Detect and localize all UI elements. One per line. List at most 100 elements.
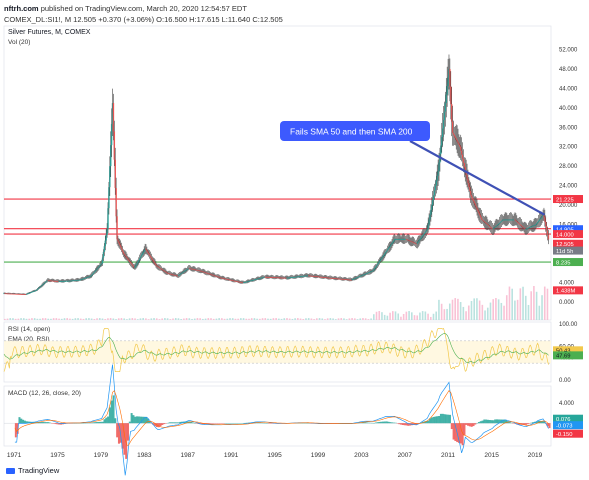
macd-histogram-bar [157,423,160,428]
candle-body [3,293,5,295]
macd-histogram-bar [159,423,162,427]
volume-bar [104,319,106,320]
candle-body [23,294,25,295]
candle-body [463,162,466,167]
volume-bar [278,318,280,320]
candle-body [79,279,81,281]
macd-histogram-bar [96,422,99,424]
candle-body [25,293,28,295]
candle-body [539,218,542,220]
time-axis-label: 2011 [441,452,455,459]
candle-body [346,279,349,281]
publisher-line: nftrh.com published on TradingView.com, … [4,4,247,13]
macd-histogram-bar [367,422,370,424]
candle-body [356,277,358,279]
time-axis-label: 1991 [224,452,239,459]
time-axis-label: 2007 [398,452,413,459]
candle-body [108,187,110,209]
candle-body [499,221,502,223]
volume-bar [416,315,419,320]
candle-body [330,277,333,279]
tradingview-brand[interactable]: TradingView [6,466,59,475]
macd-histogram-bar [110,400,113,424]
candle-body [297,276,299,278]
volume-bar [386,315,389,320]
volume-bar [9,318,12,320]
macd-histogram-bar [392,422,395,424]
volume-bar [131,318,134,320]
macd-histogram-bar [523,423,526,425]
candle-body [531,225,533,227]
candle-body [523,227,525,229]
candle-body [438,162,440,171]
candle-body [437,171,439,176]
candle-body [129,261,132,264]
volume-bar [177,318,180,320]
volume-bar [340,318,343,320]
candle-body [253,279,256,281]
volume-bar [389,312,391,320]
rsi-label: RSI (14, open) [8,326,50,333]
volume-bar [446,308,448,320]
candle-body [507,219,510,221]
candle-body [184,270,186,272]
candle-body [151,258,154,260]
candle-body [285,277,287,279]
candle-body [274,277,277,279]
candle-body [181,272,183,274]
candle-body [306,275,308,277]
candle-body [427,224,429,230]
candle-body [342,278,344,280]
candle-body [121,249,124,252]
volume-bar [264,318,267,320]
macd-histogram-bar [383,421,386,424]
candle-body [43,283,45,285]
macd-histogram-bar [505,420,508,424]
candle-body [273,277,276,278]
candle-body [152,259,154,262]
candle-body [506,219,508,221]
candle-body [514,219,516,221]
macd-histogram-bar [145,416,148,424]
volume-bar [275,318,277,320]
macd-histogram-bar [458,423,461,443]
macd-histogram-bar [441,413,444,424]
candle-body [259,277,261,279]
candle-body [126,257,128,259]
candle-body [316,276,318,278]
macd-histogram-bar [467,423,470,426]
volume-label: Vol (20) [8,39,30,46]
candle-body [62,280,65,282]
candle-body [336,278,338,280]
candle-body [147,251,149,253]
volume-bar [457,298,459,320]
candle-body [491,228,494,230]
volume-bar [291,318,294,320]
volume-bar [183,318,185,320]
volume-bar [359,318,362,320]
volume-bar [332,318,334,320]
candle-body [301,275,304,277]
macd-histogram-bar [434,416,437,424]
candle-body [482,220,485,222]
candle-body [90,275,92,277]
candle-body [418,240,420,242]
volume-bar [164,318,166,320]
candle-body [497,224,499,226]
candle-body [393,240,395,242]
candle-body [508,219,511,221]
volume-bar [96,318,98,320]
macd-histogram-bar [174,422,177,424]
time-axis-label: 1971 [7,452,22,459]
macd-histogram-bar [108,407,111,424]
volume-bar [408,311,410,320]
macd-histogram-bar [465,423,468,425]
macd-histogram-bar [38,421,41,424]
macd-histogram-bar [387,421,390,424]
candle-body [136,263,138,265]
volume-bar [71,318,74,320]
volume-bar [410,312,413,320]
volume-bar [60,318,63,320]
macd-histogram-bar [99,421,102,424]
